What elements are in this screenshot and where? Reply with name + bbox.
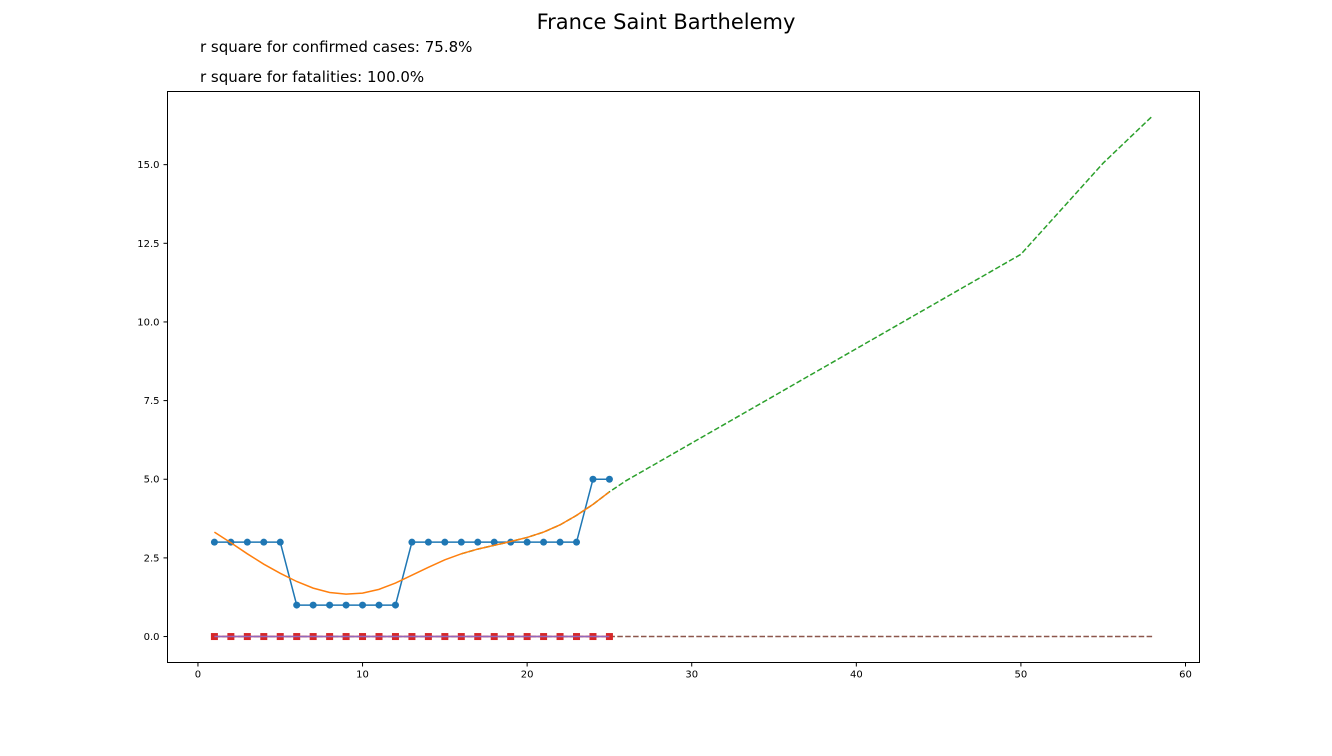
r-square-fatalities-label: r square for fatalities: 100.0% bbox=[200, 68, 425, 86]
data-point-confirmed bbox=[441, 538, 449, 546]
y-tick-label: 7.5 bbox=[144, 396, 160, 407]
data-point-confirmed bbox=[342, 601, 350, 609]
y-tick-label: 5.0 bbox=[144, 475, 160, 486]
y-tick-label: 0.0 bbox=[144, 632, 160, 643]
x-tick-label: 10 bbox=[356, 670, 369, 681]
x-tick-label: 20 bbox=[521, 670, 534, 681]
data-point-confirmed bbox=[326, 601, 334, 609]
x-tick-label: 50 bbox=[1015, 670, 1028, 681]
data-point-confirmed bbox=[260, 538, 268, 546]
axis-ticks: 0 10 20 30 40 50 60 0.0 2.5 5.0 7.5 10.0 12.5 15.0 bbox=[137, 160, 1192, 680]
series-confirmed-projection bbox=[461, 115, 1154, 555]
x-tick-label: 40 bbox=[850, 670, 863, 681]
data-point-confirmed bbox=[375, 601, 383, 609]
series-layer bbox=[210, 115, 1154, 641]
x-tick-label: 0 bbox=[195, 670, 201, 681]
data-point-confirmed bbox=[556, 538, 564, 546]
chart-title: France Saint Barthelemy bbox=[536, 10, 796, 34]
data-point-fatalities bbox=[605, 633, 613, 641]
data-point-fatalities bbox=[210, 633, 218, 641]
data-point-confirmed bbox=[210, 538, 218, 546]
data-point-confirmed bbox=[589, 475, 597, 483]
data-point-confirmed bbox=[276, 538, 284, 546]
data-point-confirmed bbox=[391, 601, 399, 609]
data-point-confirmed bbox=[293, 601, 301, 609]
data-point-confirmed bbox=[474, 538, 482, 546]
series-confirmed bbox=[210, 475, 613, 609]
data-point-confirmed bbox=[457, 538, 465, 546]
data-point-confirmed bbox=[424, 538, 432, 546]
series-line-confirmed-fit bbox=[214, 491, 610, 595]
data-point-confirmed bbox=[523, 538, 531, 546]
data-point-confirmed bbox=[309, 601, 317, 609]
y-tick-label: 2.5 bbox=[144, 553, 160, 564]
data-point-confirmed bbox=[605, 475, 613, 483]
y-tick-label: 12.5 bbox=[137, 239, 159, 250]
data-point-confirmed bbox=[490, 538, 498, 546]
series-line-confirmed-projection bbox=[461, 115, 1154, 555]
plot-area-frame bbox=[167, 91, 1200, 663]
data-point-confirmed bbox=[359, 601, 367, 609]
r-square-confirmed-label: r square for confirmed cases: 75.8% bbox=[200, 38, 473, 56]
y-tick-label: 15.0 bbox=[137, 160, 159, 171]
series-confirmed-fit bbox=[214, 491, 610, 595]
x-tick-label: 60 bbox=[1179, 670, 1192, 681]
data-point-confirmed bbox=[408, 538, 416, 546]
data-point-confirmed bbox=[573, 538, 581, 546]
y-tick-label: 10.0 bbox=[137, 317, 159, 328]
data-point-confirmed bbox=[540, 538, 548, 546]
x-tick-label: 30 bbox=[685, 670, 698, 681]
data-point-confirmed bbox=[243, 538, 251, 546]
